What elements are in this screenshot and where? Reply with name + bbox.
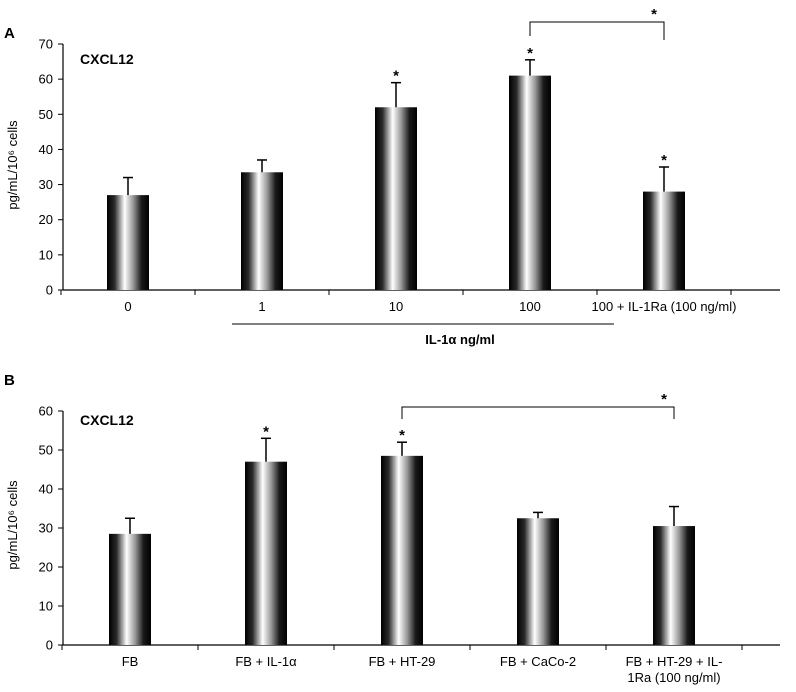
bar — [643, 191, 685, 290]
significance-star: * — [393, 68, 399, 85]
x-category-label: 100 + IL-1Ra (100 ng/ml) — [592, 299, 737, 314]
x-category-label: FB + IL-1α — [235, 654, 297, 669]
panel-a-ylabel: pg/mL/10⁶ cells — [5, 120, 20, 210]
panel-a-group-label: IL-1α ng/ml — [425, 332, 494, 347]
y-tick-label: 60 — [39, 72, 53, 87]
y-tick-label: 10 — [39, 599, 53, 614]
significance-star: * — [661, 152, 667, 169]
x-category-label: FB — [122, 654, 139, 669]
y-tick-label: 40 — [39, 142, 53, 157]
y-tick-label: 20 — [39, 560, 53, 575]
x-category-label: FB + HT-29 + IL- — [626, 654, 723, 669]
panel-b-chart: 0 10 20 30 40 50 60 FB * FB + IL-1α * FB + HT-29 FB … — [39, 391, 780, 685]
comparison-bracket — [529, 21, 665, 40]
y-tick-label: 0 — [46, 638, 53, 653]
bar — [109, 533, 151, 645]
y-tick-label: 70 — [39, 37, 53, 52]
significance-star: * — [263, 423, 269, 440]
y-tick-label: 60 — [39, 404, 53, 419]
bar — [107, 195, 149, 290]
bar — [245, 461, 287, 645]
comparison-star: * — [661, 391, 667, 408]
bar — [241, 172, 283, 290]
y-tick-label: 50 — [39, 443, 53, 458]
panel-b-series-label: CXCL12 — [80, 412, 134, 428]
y-tick-label: 20 — [39, 212, 53, 227]
panel-b-ylabel: pg/mL/10⁶ cells — [5, 480, 20, 570]
x-category-label: 1Ra (100 ng/ml) — [627, 670, 720, 685]
bar — [375, 107, 417, 290]
significance-star: * — [527, 45, 533, 62]
bar — [653, 526, 695, 645]
bar — [517, 518, 559, 645]
y-tick-label: 30 — [39, 521, 53, 536]
panel-a-letter: A — [4, 25, 15, 42]
x-category-label: 10 — [389, 299, 403, 314]
x-category-label: 100 — [519, 299, 541, 314]
bar — [381, 455, 423, 645]
bar — [509, 75, 551, 290]
panel-b-letter: B — [4, 372, 15, 389]
x-category-label: FB + CaCo-2 — [500, 654, 576, 669]
x-category-label: 1 — [258, 299, 265, 314]
y-tick-label: 10 — [39, 247, 53, 262]
panel-a-chart: 0 10 20 30 40 50 60 70 0 1 * 10 * 100 * 100 + IL-1Ra (1… — [39, 6, 780, 325]
significance-star: * — [399, 427, 405, 444]
panel-a-series-label: CXCL12 — [80, 51, 134, 67]
comparison-star: * — [651, 6, 657, 23]
comparison-bracket — [401, 406, 675, 419]
y-tick-label: 0 — [46, 283, 53, 298]
y-tick-label: 30 — [39, 177, 53, 192]
x-category-label: FB + HT-29 — [369, 654, 436, 669]
y-tick-label: 50 — [39, 107, 53, 122]
y-tick-label: 40 — [39, 482, 53, 497]
x-category-label: 0 — [124, 299, 131, 314]
